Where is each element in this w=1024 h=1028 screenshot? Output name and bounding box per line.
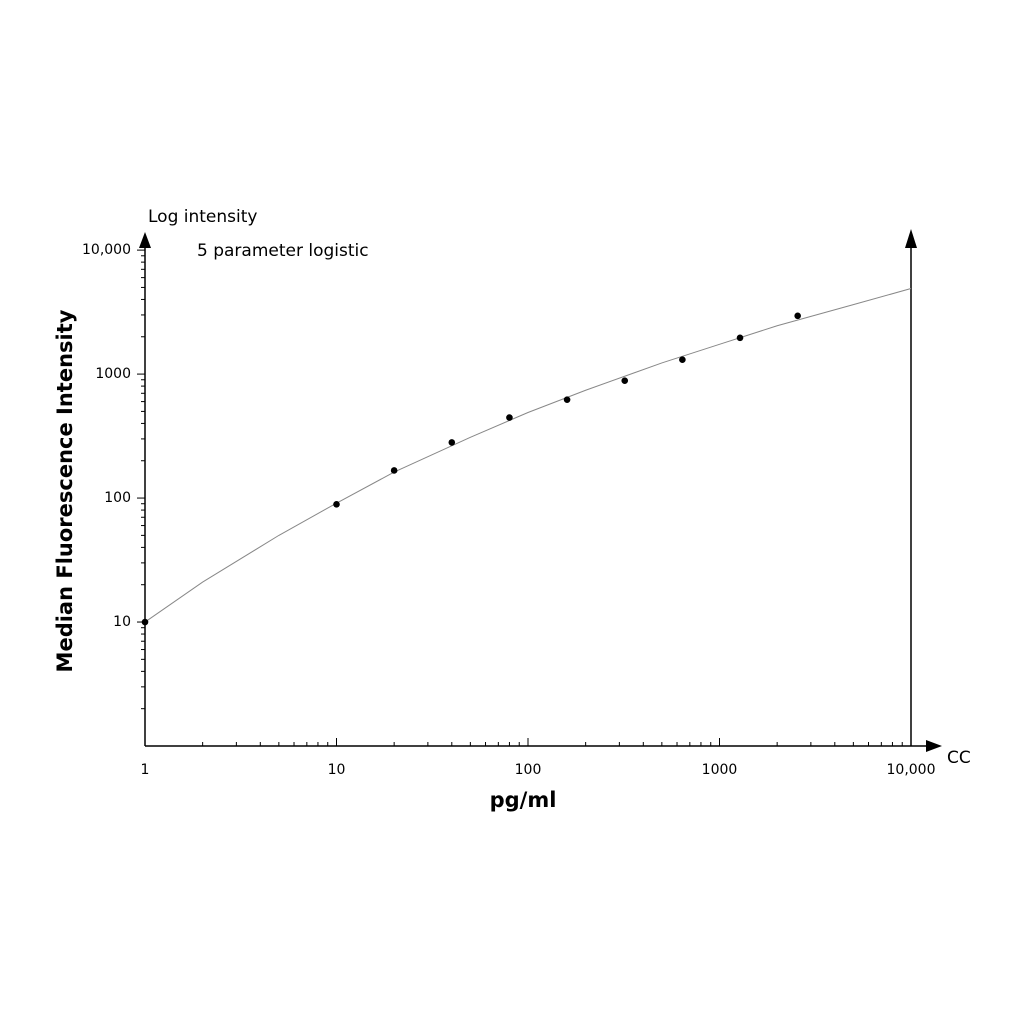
data-point	[506, 414, 513, 421]
data-point	[141, 618, 149, 626]
y-tick-label: 10	[113, 614, 131, 630]
data-point	[794, 312, 801, 320]
right-axis-arrow	[905, 229, 917, 248]
x-tick-label: 100	[515, 762, 542, 778]
data-point	[448, 439, 456, 446]
fit-curve	[144, 288, 912, 623]
x-tick-label: 10	[328, 762, 346, 778]
x-tick-label: 1000	[702, 762, 738, 778]
annotation: 5 parameter logistic	[197, 241, 369, 261]
data-point	[390, 467, 398, 474]
x-tick-label: 1	[141, 762, 150, 778]
y-tick-label: 100	[104, 490, 131, 506]
x-axis-arrow	[926, 740, 942, 752]
y-axis-arrow	[139, 232, 151, 248]
x-axis-note: CC	[947, 748, 971, 768]
y-axis-note: Log intensity	[148, 207, 257, 227]
data-point	[333, 501, 340, 508]
x-axis-label: pg/ml	[490, 788, 557, 812]
data-point	[679, 356, 686, 364]
data-point	[736, 334, 744, 342]
data-point	[621, 377, 629, 384]
y-tick-label: 10,000	[82, 242, 131, 258]
data-point	[563, 396, 571, 403]
x-tick-label: 10,000	[887, 762, 936, 778]
y-tick-label: 1000	[95, 366, 131, 382]
y-axis-label: Median Fluorescence Intensity	[53, 309, 77, 672]
